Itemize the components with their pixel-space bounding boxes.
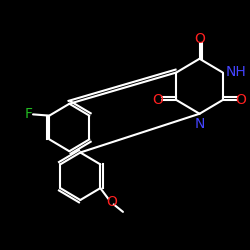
Text: O: O (106, 195, 117, 209)
Text: F: F (25, 108, 33, 122)
Text: NH: NH (226, 66, 246, 80)
Text: O: O (236, 93, 246, 107)
Text: O: O (194, 32, 205, 46)
Text: O: O (153, 93, 164, 107)
Text: N: N (194, 118, 205, 132)
